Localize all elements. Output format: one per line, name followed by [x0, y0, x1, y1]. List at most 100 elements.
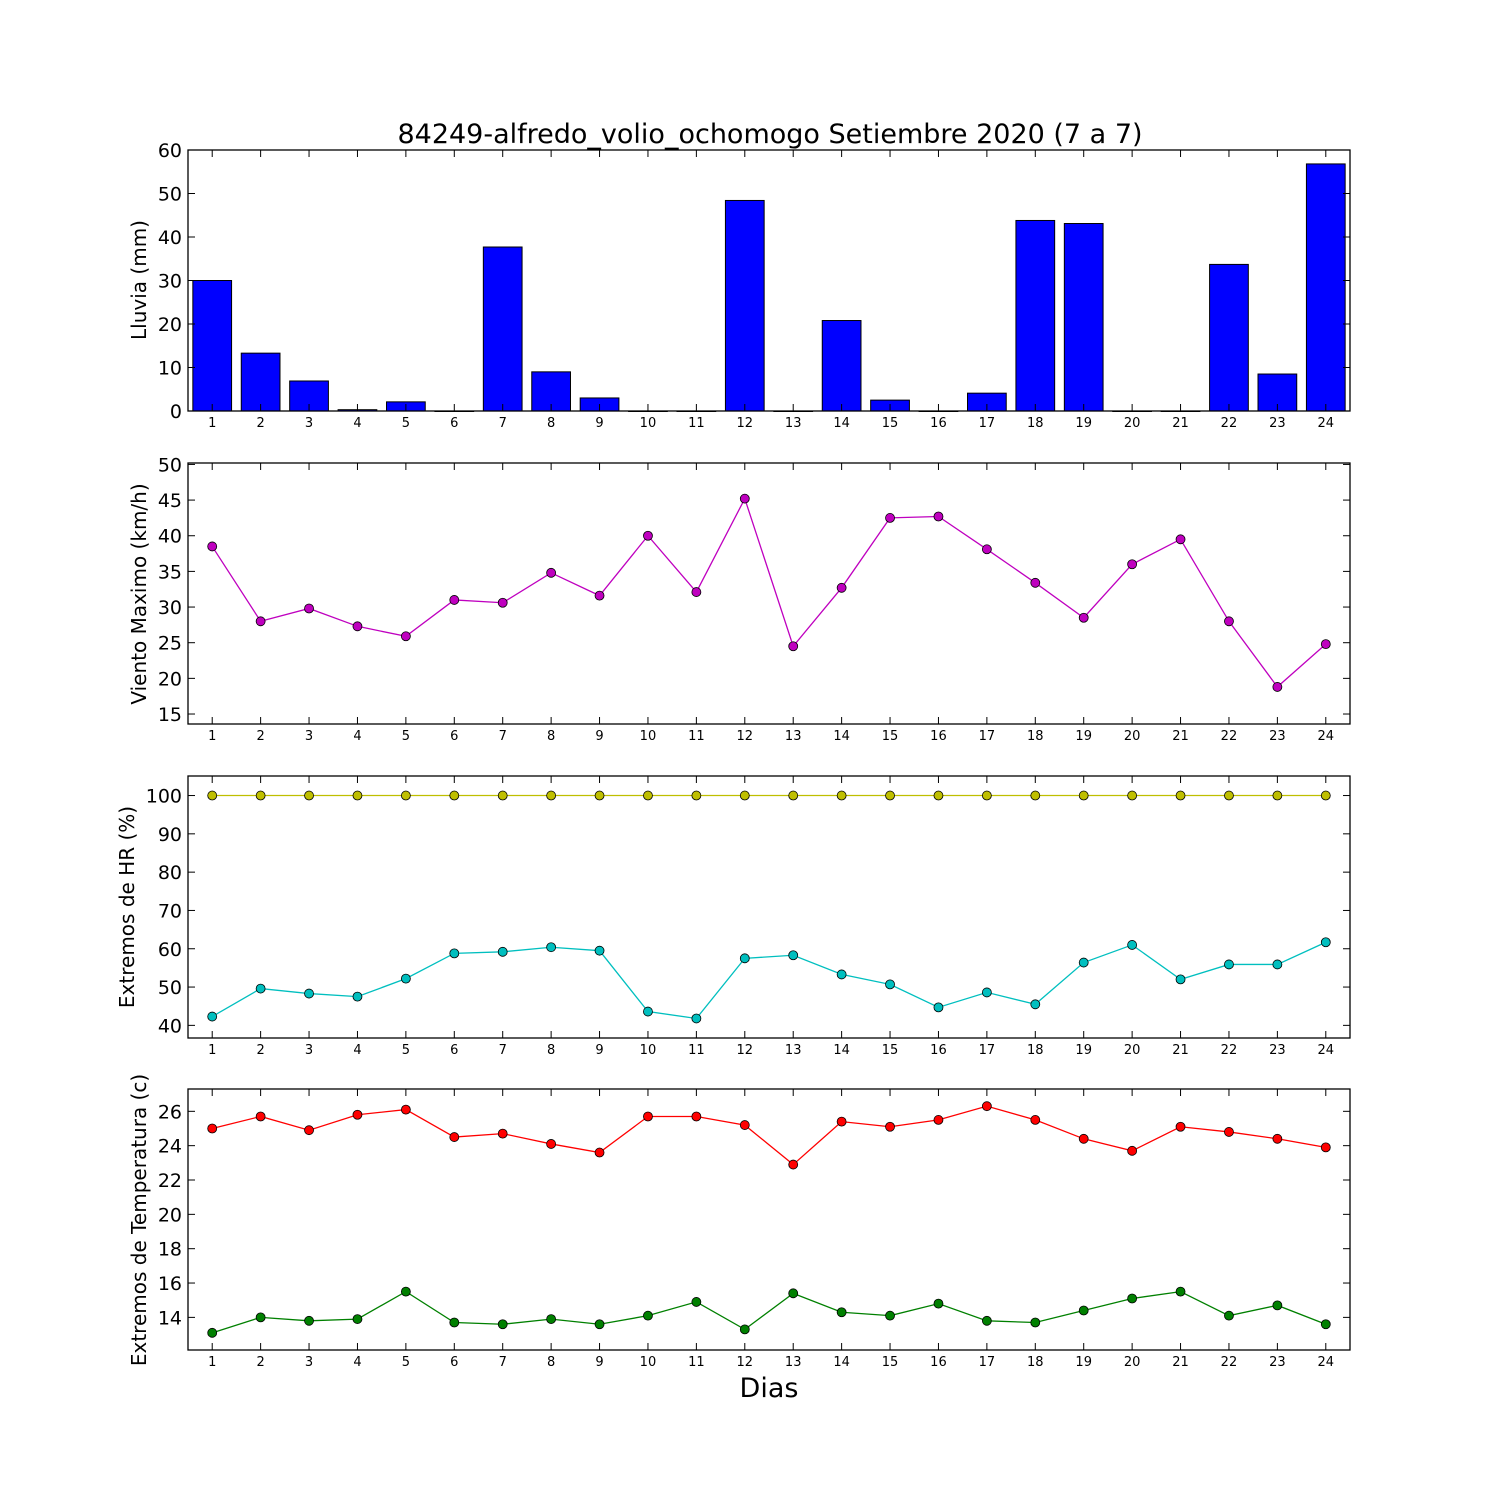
temperature-series-0-point — [739, 1120, 750, 1130]
temperature-series-0-point — [1272, 1133, 1283, 1144]
rain-x-tick-label: 2 — [256, 416, 264, 431]
temperature-series-1-point — [836, 1307, 847, 1318]
wind-x-tick-label: 1 — [208, 729, 216, 744]
humidity-series-1-point — [449, 948, 460, 959]
temperature-series-1-point — [885, 1310, 895, 1321]
rain-x-tick-label: 19 — [1075, 416, 1092, 431]
wind-series-0-point — [981, 544, 992, 555]
temperature-y-tick-label: 22 — [158, 1170, 182, 1192]
humidity-series-0-point — [739, 790, 750, 801]
humidity-x-tick-label: 3 — [305, 1043, 313, 1058]
humidity-series-0-point — [788, 790, 799, 801]
humidity-x-tick-label: 6 — [450, 1043, 458, 1058]
rain-bar — [1305, 163, 1346, 412]
rain-bar — [724, 199, 765, 412]
humidity-x-tick-label: 15 — [882, 1043, 899, 1058]
temperature-series-1-point — [691, 1297, 702, 1307]
rain-x-tick-label: 6 — [450, 416, 458, 431]
wind-y-tick-label: 20 — [158, 668, 182, 690]
humidity-series-1-point — [1078, 957, 1089, 968]
temperature-series-1-point — [546, 1314, 557, 1324]
humidity-x-tick-label: 23 — [1269, 1043, 1286, 1058]
rain-x-tick-label: 18 — [1027, 416, 1044, 431]
temperature-series-1-line — [212, 1290, 1327, 1334]
rain-x-tick-label: 11 — [688, 416, 705, 431]
rain-bar — [1015, 219, 1056, 412]
temperature-series-1-point — [1175, 1286, 1186, 1297]
humidity-series-0-point — [1224, 790, 1234, 801]
temperature-x-tick-label: 13 — [785, 1355, 802, 1370]
rain-y-tick-label: 10 — [158, 358, 182, 380]
temperature-y-tick-label: 24 — [158, 1136, 182, 1158]
wind-series-0-point — [255, 616, 266, 627]
wind-x-tick-label: 18 — [1027, 729, 1044, 744]
humidity-x-tick-label: 13 — [785, 1043, 802, 1058]
wind-x-tick-label: 6 — [450, 729, 458, 744]
wind-y-tick-label: 45 — [158, 490, 182, 512]
temperature-series-0-point — [691, 1111, 702, 1122]
wind-x-tick-label: 5 — [402, 729, 410, 744]
humidity-x-tick-label: 19 — [1075, 1043, 1092, 1058]
temperature-series-1-point — [352, 1314, 363, 1324]
humidity-series-1-point — [1030, 999, 1041, 1010]
humidity-series-1-point — [207, 1011, 218, 1022]
wind-series-0-point — [352, 621, 363, 632]
rain-y-tick-label: 0 — [170, 401, 182, 423]
temperature-x-tick-label: 18 — [1027, 1355, 1044, 1370]
wind-series-0-point — [594, 590, 605, 601]
rain-x-tick-label: 9 — [595, 416, 603, 431]
humidity-series-0-point — [691, 790, 702, 801]
humidity-series-0-point — [207, 790, 218, 801]
rain-x-tick-label: 17 — [979, 416, 996, 431]
temperature-series-0-point — [594, 1147, 605, 1158]
temperature-x-tick-label: 3 — [305, 1355, 313, 1370]
humidity-series-1-point — [981, 987, 992, 998]
wind-panel: Viento Maximo (km/h) 1 2 3 4 5 6 7 8 9 10 11 12 13 14… — [127, 454, 1351, 744]
humidity-series-1-point — [497, 946, 508, 957]
temperature-series-0-point — [1224, 1127, 1234, 1137]
wind-series-0-point — [836, 582, 847, 593]
wind-y-tick-label: 40 — [158, 526, 182, 548]
temperature-series-0-point — [449, 1132, 460, 1142]
temperature-series-0-point — [255, 1111, 266, 1122]
wind-x-tick-label: 7 — [499, 729, 507, 744]
humidity-series-1-point — [788, 950, 799, 961]
temperature-x-tick-label: 23 — [1269, 1355, 1286, 1370]
humidity-x-tick-label: 12 — [737, 1043, 754, 1058]
temperature-series-0-point — [400, 1104, 411, 1115]
temperature-series-0-point — [933, 1115, 944, 1125]
rain-y-tick-label: 30 — [158, 271, 182, 293]
wind-series-0-point — [400, 631, 411, 642]
humidity-series-1-point — [255, 983, 266, 994]
rain-bar — [240, 352, 281, 412]
temperature-series-0-point — [497, 1128, 508, 1139]
humidity-x-tick-label: 11 — [688, 1043, 705, 1058]
humidity-series-1-line — [211, 941, 1327, 1020]
temperature-series-0-point — [643, 1111, 653, 1122]
rain-y-tick-label: 60 — [158, 140, 182, 162]
temperature-series-1-point — [400, 1286, 411, 1297]
humidity-series-0-point — [1030, 790, 1041, 801]
humidity-y-tick-label: 50 — [158, 977, 182, 999]
temperature-x-tick-label: 6 — [450, 1355, 458, 1370]
temperature-x-tick-label: 17 — [979, 1355, 996, 1370]
temperature-series-0-point — [885, 1121, 895, 1132]
wind-series-0-point — [546, 567, 557, 578]
wind-x-tick-label: 21 — [1172, 729, 1189, 744]
humidity-series-0-point — [352, 790, 363, 801]
humidity-y-tick-label: 80 — [158, 862, 182, 884]
humidity-y-tick-label: 100 — [146, 786, 182, 808]
temperature-series-0-line — [212, 1105, 1326, 1166]
wind-x-tick-label: 13 — [785, 729, 802, 744]
temperature-x-tick-label: 10 — [640, 1355, 657, 1370]
temperature-series-1-point — [739, 1324, 750, 1335]
temperature-x-tick-label: 21 — [1172, 1355, 1189, 1370]
wind-series-0-point — [1127, 559, 1138, 570]
rain-bar — [821, 320, 862, 412]
humidity-series-0-point — [400, 790, 411, 801]
temperature-x-tick-label: 5 — [402, 1355, 410, 1370]
humidity-series-1-point — [933, 1002, 944, 1013]
wind-x-tick-label: 10 — [640, 729, 657, 744]
humidity-series-0-point — [1272, 790, 1283, 801]
